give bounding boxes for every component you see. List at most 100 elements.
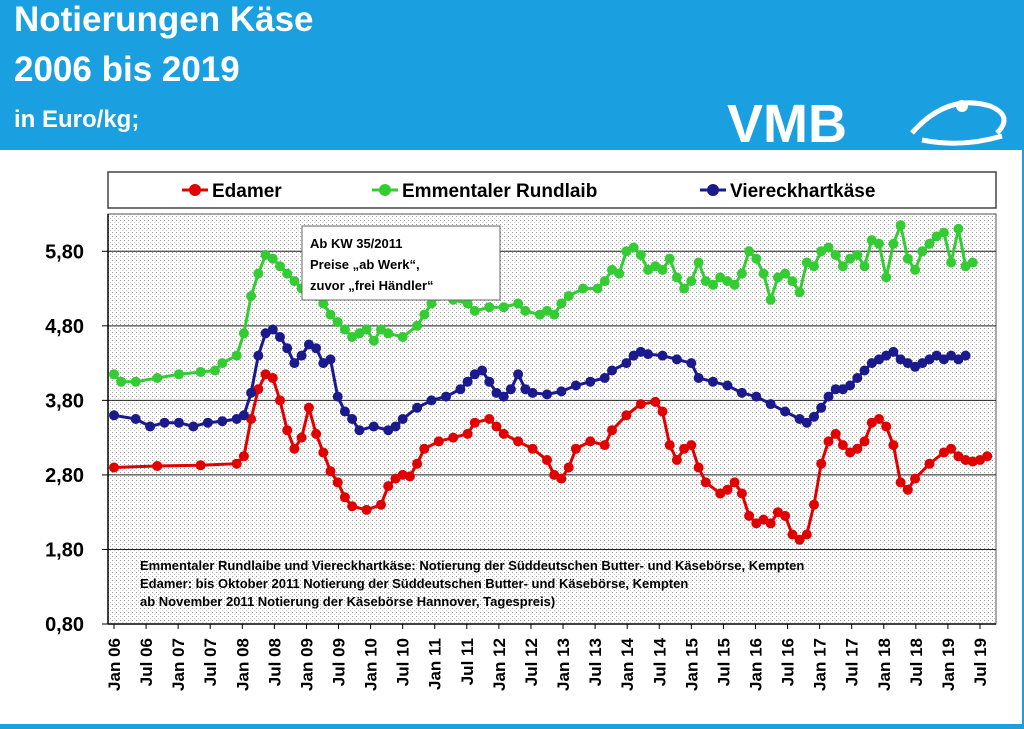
- legend-marker-icon: [379, 184, 391, 196]
- data-point: [859, 365, 870, 376]
- data-point: [159, 417, 170, 428]
- data-point: [902, 484, 913, 495]
- data-point: [664, 440, 675, 451]
- data-point: [513, 436, 524, 447]
- data-point: [708, 279, 718, 290]
- data-point: [556, 298, 567, 309]
- data-point: [657, 264, 668, 275]
- data-point: [311, 343, 322, 354]
- data-point: [910, 473, 921, 484]
- annotation-line-2: Preise „ab Werk“,: [310, 257, 420, 272]
- data-point: [650, 396, 661, 407]
- x-tick-label: Jan 08: [233, 638, 252, 691]
- chart-panel: 0,80 1,80 2,80 3,80 4,80 5,80 Jan 06 Jul 06 Jan…: [0, 150, 1022, 724]
- data-point: [895, 477, 906, 488]
- data-point: [592, 283, 603, 294]
- data-point: [361, 324, 372, 335]
- x-tick-label: Jul 12: [522, 638, 541, 686]
- data-point: [570, 443, 581, 454]
- data-point: [542, 389, 552, 400]
- data-point: [412, 458, 423, 469]
- data-point: [289, 358, 300, 369]
- x-tick-label: Jan 12: [490, 638, 509, 691]
- data-point: [780, 268, 791, 279]
- data-point: [563, 291, 574, 301]
- data-point: [736, 488, 747, 499]
- data-point: [448, 432, 459, 443]
- data-point: [910, 264, 921, 275]
- x-tick-label: Jul 13: [586, 638, 605, 686]
- data-point: [671, 354, 682, 365]
- data-point: [462, 298, 473, 309]
- data-point: [953, 223, 964, 234]
- data-point: [722, 380, 733, 391]
- legend-label: Emmentaler Rundlaib: [402, 181, 597, 202]
- data-point: [376, 499, 386, 510]
- data-point: [787, 276, 798, 287]
- vmb-logo-text: VMB: [727, 94, 847, 150]
- data-point: [852, 373, 863, 383]
- data-point: [830, 428, 841, 439]
- data-point: [758, 268, 769, 279]
- data-point: [339, 324, 350, 335]
- x-tick-label: Jul 11: [458, 638, 477, 685]
- data-point: [520, 305, 531, 316]
- data-point: [217, 358, 228, 369]
- data-point: [881, 421, 892, 432]
- data-point: [195, 367, 206, 377]
- page-title: Notierungen Käse: [14, 0, 314, 39]
- data-point: [924, 458, 935, 469]
- data-point: [130, 414, 141, 424]
- page-subtitle: 2006 bis 2019: [14, 50, 240, 89]
- data-point: [816, 402, 827, 413]
- data-point: [938, 227, 949, 238]
- data-point: [874, 238, 884, 249]
- x-tick-label: Jul 06: [137, 638, 156, 686]
- data-point: [339, 492, 350, 503]
- data-point: [801, 417, 812, 428]
- data-point: [282, 425, 293, 436]
- data-point: [231, 458, 242, 469]
- data-point: [339, 406, 350, 417]
- data-point: [751, 253, 762, 264]
- x-tick-label: Jan 13: [554, 638, 573, 691]
- data-point: [585, 376, 596, 387]
- data-point: [390, 421, 401, 432]
- data-point: [787, 529, 798, 540]
- data-point: [859, 436, 870, 447]
- x-tick-label: Jul 09: [330, 638, 349, 686]
- x-tick-label: Jul 07: [201, 638, 220, 686]
- data-point: [693, 257, 704, 268]
- data-point: [267, 324, 278, 335]
- data-point: [621, 358, 632, 369]
- data-point: [462, 376, 473, 387]
- x-tick-label: Jul 18: [907, 638, 926, 686]
- y-tick-label: 2,80: [45, 465, 84, 487]
- data-point: [607, 425, 617, 436]
- data-point: [585, 436, 596, 447]
- data-point: [924, 238, 935, 249]
- data-point: [210, 365, 220, 376]
- x-tick-label: Jan 11: [426, 638, 445, 690]
- data-point: [296, 350, 307, 361]
- data-point: [671, 272, 682, 283]
- data-point: [888, 346, 899, 357]
- data-point: [505, 384, 516, 395]
- data-point: [635, 399, 646, 410]
- legend-label: Viereckhartkäse: [730, 181, 875, 202]
- data-point: [549, 309, 560, 320]
- data-point: [946, 257, 957, 268]
- data-point: [881, 272, 892, 283]
- data-point: [599, 373, 610, 383]
- data-point: [130, 376, 141, 387]
- data-point: [736, 387, 747, 398]
- data-point: [556, 386, 567, 397]
- data-point: [246, 387, 257, 398]
- data-point: [765, 294, 776, 305]
- data-point: [152, 461, 163, 471]
- x-tick-label: Jul 15: [714, 638, 733, 686]
- data-point: [744, 510, 755, 521]
- data-point: [729, 477, 740, 488]
- data-point: [895, 220, 906, 231]
